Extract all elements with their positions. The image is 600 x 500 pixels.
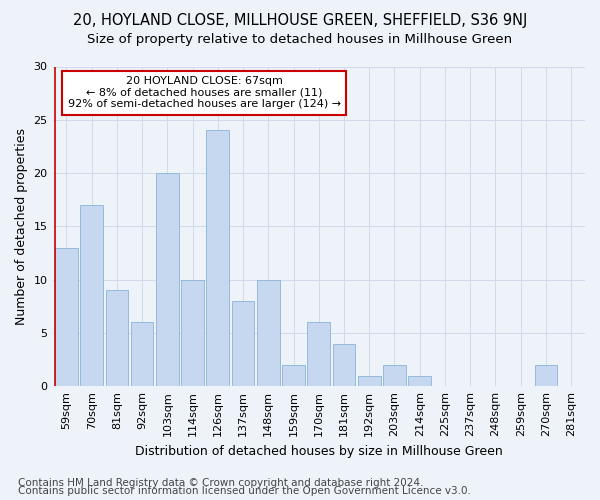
Text: Contains public sector information licensed under the Open Government Licence v3: Contains public sector information licen…	[18, 486, 471, 496]
Y-axis label: Number of detached properties: Number of detached properties	[15, 128, 28, 325]
Bar	[332, 344, 355, 386]
Bar	[156, 173, 179, 386]
Bar	[206, 130, 229, 386]
Bar	[106, 290, 128, 386]
Bar	[257, 280, 280, 386]
Bar	[307, 322, 330, 386]
Bar	[131, 322, 154, 386]
Bar	[383, 365, 406, 386]
Text: 20, HOYLAND CLOSE, MILLHOUSE GREEN, SHEFFIELD, S36 9NJ: 20, HOYLAND CLOSE, MILLHOUSE GREEN, SHEF…	[73, 12, 527, 28]
Bar	[80, 205, 103, 386]
Bar	[358, 376, 380, 386]
Bar	[232, 301, 254, 386]
Text: Contains HM Land Registry data © Crown copyright and database right 2024.: Contains HM Land Registry data © Crown c…	[18, 478, 424, 488]
Bar	[282, 365, 305, 386]
Text: 20 HOYLAND CLOSE: 67sqm
← 8% of detached houses are smaller (11)
92% of semi-det: 20 HOYLAND CLOSE: 67sqm ← 8% of detached…	[68, 76, 341, 110]
X-axis label: Distribution of detached houses by size in Millhouse Green: Distribution of detached houses by size …	[135, 444, 503, 458]
Bar	[181, 280, 204, 386]
Bar	[409, 376, 431, 386]
Bar	[535, 365, 557, 386]
Bar	[55, 248, 78, 386]
Text: Size of property relative to detached houses in Millhouse Green: Size of property relative to detached ho…	[88, 32, 512, 46]
